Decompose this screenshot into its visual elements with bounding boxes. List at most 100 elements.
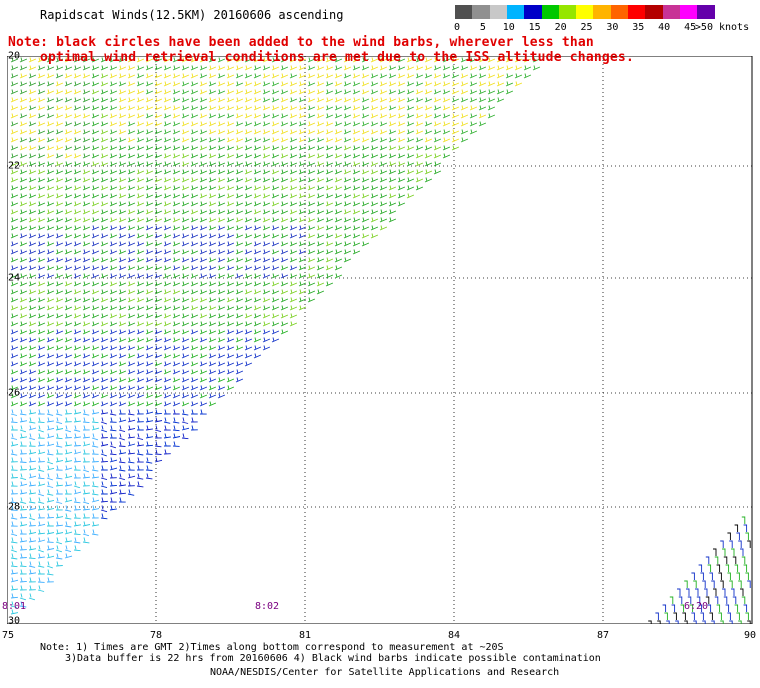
wind-barb <box>208 321 217 327</box>
wind-barb <box>253 257 262 263</box>
wind-barb <box>316 265 325 271</box>
wind-barb <box>28 425 37 431</box>
wind-barb <box>64 385 73 391</box>
wind-barb <box>37 81 46 87</box>
wind-barb <box>145 89 154 95</box>
wind-barb <box>262 289 271 295</box>
wind-barb <box>280 65 289 71</box>
wind-barb <box>91 441 99 448</box>
wind-barb <box>100 377 109 383</box>
wind-barb <box>100 281 109 287</box>
wind-barb <box>271 73 280 79</box>
wind-barb <box>109 105 118 111</box>
wind-barb <box>325 65 334 71</box>
legend-swatch <box>455 5 473 19</box>
wind-barb <box>253 321 262 327</box>
wind-barb <box>64 481 73 487</box>
wind-barb <box>379 113 388 119</box>
wind-barb <box>10 113 19 119</box>
wind-barb <box>208 369 217 375</box>
wind-barb <box>64 425 72 433</box>
wind-barb <box>388 209 397 215</box>
wind-barb <box>702 620 706 624</box>
wind-barb <box>217 329 226 335</box>
wind-barb <box>235 249 244 255</box>
wind-barb <box>73 297 82 303</box>
wind-barb <box>729 620 733 624</box>
wind-barb <box>100 249 109 255</box>
wind-barb <box>28 441 36 447</box>
wind-barb <box>154 113 163 119</box>
wind-barb <box>118 209 127 215</box>
wind-barb <box>163 401 172 407</box>
wind-barb <box>208 97 217 103</box>
wind-barb <box>136 97 145 103</box>
wind-barb <box>424 73 433 79</box>
wind-barb <box>190 425 198 431</box>
wind-barb <box>217 305 226 311</box>
wind-barb <box>136 433 144 441</box>
wind-barb <box>181 265 190 271</box>
wind-barb <box>10 513 18 520</box>
wind-barb <box>217 257 226 263</box>
wind-barb <box>145 113 154 119</box>
wind-barb <box>19 153 28 159</box>
wind-barb <box>64 321 73 327</box>
wind-barb <box>271 169 280 175</box>
wind-barb <box>46 489 54 496</box>
wind-barb <box>190 73 199 79</box>
wind-barb <box>199 329 208 335</box>
wind-barb <box>100 257 109 263</box>
wind-barb <box>100 201 109 207</box>
wind-barb <box>100 161 109 167</box>
wind-barb <box>136 257 145 263</box>
wind-barb <box>10 505 18 511</box>
wind-barb <box>28 73 37 79</box>
wind-barb <box>73 441 81 447</box>
wind-barb <box>91 201 100 207</box>
wind-barb <box>10 401 19 407</box>
wind-barb <box>55 481 63 487</box>
wind-barb <box>181 249 190 255</box>
lon-label-90: 90 <box>743 630 757 641</box>
wind-barb <box>253 73 262 79</box>
wind-barb <box>199 289 208 295</box>
wind-barb <box>37 65 46 71</box>
wind-barb <box>226 89 235 95</box>
wind-barb <box>343 57 352 63</box>
wind-barb <box>460 73 469 79</box>
wind-barb <box>262 201 271 207</box>
wind-barb <box>172 137 181 143</box>
wind-barb <box>217 89 226 95</box>
wind-barb <box>316 169 325 175</box>
wind-barb <box>136 217 145 223</box>
wind-barb <box>505 89 514 95</box>
wind-barb <box>154 353 163 359</box>
wind-barb <box>145 377 154 383</box>
wind-barb <box>163 105 172 111</box>
wind-barb <box>199 57 208 63</box>
wind-barb <box>406 73 415 79</box>
wind-barb <box>19 433 28 439</box>
wind-barb <box>82 473 90 479</box>
wind-barb <box>127 289 136 295</box>
wind-barb <box>127 321 136 327</box>
wind-barb <box>343 121 352 127</box>
wind-barb <box>316 241 325 247</box>
wind-barb <box>199 81 208 87</box>
wind-barb <box>181 297 190 303</box>
wind-barb <box>406 185 415 191</box>
wind-barb <box>100 369 109 375</box>
wind-barb <box>244 57 253 63</box>
wind-barb <box>10 441 19 447</box>
wind-barb <box>145 145 154 151</box>
wind-barb <box>172 345 181 351</box>
wind-barb <box>190 353 199 359</box>
wind-barb <box>253 129 262 135</box>
wind-barb <box>675 620 679 624</box>
wind-barb <box>298 201 307 207</box>
wind-barb <box>226 121 235 127</box>
wind-barb <box>118 385 127 391</box>
wind-barb <box>199 337 208 343</box>
wind-barb <box>235 97 244 103</box>
